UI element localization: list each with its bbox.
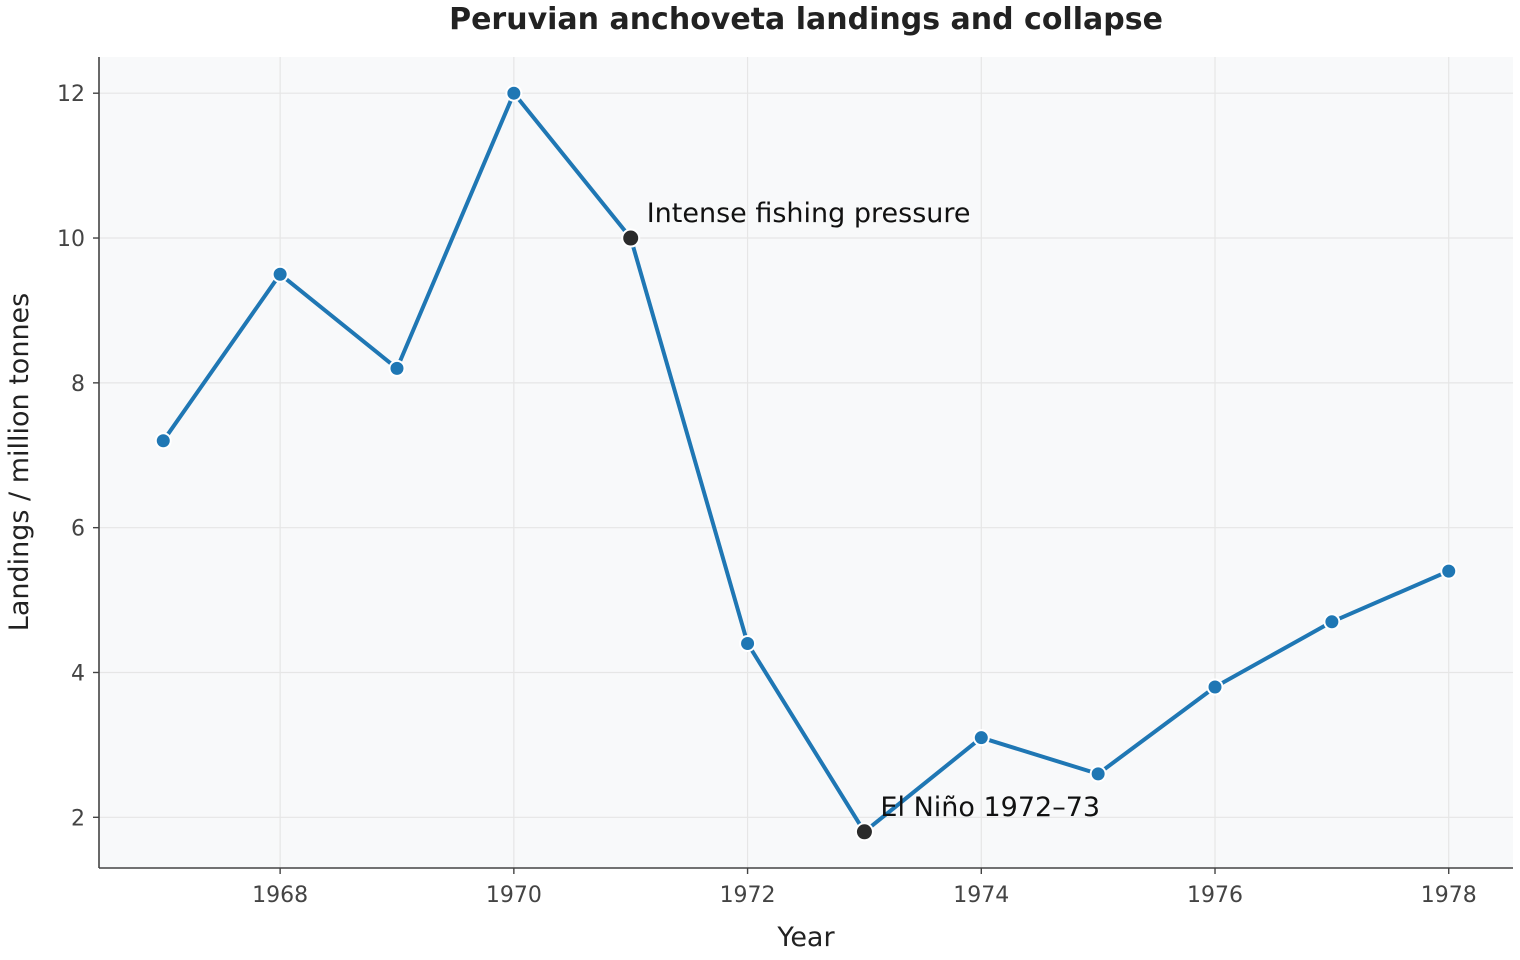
chart-title: Peruvian anchoveta landings and collapse [449,2,1163,37]
annotation-label-1: El Niño 1972–73 [880,792,1100,823]
data-point-1967 [154,432,172,450]
annotation-label-0: Intense fishing pressure [647,198,971,229]
y-tick-label-1: 4 [71,661,85,686]
grid-lines [99,57,1513,868]
x-tick-label-1: 1970 [486,883,542,908]
axes [98,57,1513,869]
y-tick-label-5: 12 [57,82,85,107]
series-line-0 [161,91,1451,834]
data-point-1978 [1440,562,1458,580]
x-axis-label: Year [776,922,835,953]
data-point-1970 [505,84,523,102]
ticks: 1968 1970 1972 1974 1976 1978 2 4 6 8 10 12 [57,82,1477,908]
x-tick-label-5: 1978 [1421,883,1477,908]
data-point-1968 [271,265,289,283]
y-tick-label-2: 6 [71,517,85,542]
x-tick-label-3: 1974 [953,883,1009,908]
series [161,91,1451,834]
data-point-1969 [388,359,406,377]
data-point-1977 [1323,613,1341,631]
annotations: Intense fishing pressure El Niño 1972–73 [647,198,1100,823]
y-axis-label: Landings / million tonnes [4,293,35,631]
markers [154,84,1458,842]
x-tick-label-0: 1968 [252,883,308,908]
y-tick-label-3: 8 [71,372,85,397]
y-tick-label-0: 2 [71,806,85,831]
plot-background [99,57,1513,868]
x-tick-label-4: 1976 [1187,883,1243,908]
data-point-1975 [1089,765,1107,783]
highlight-point-1973 [854,822,874,842]
data-point-1974 [972,729,990,747]
y-tick-label-4: 10 [57,227,85,252]
data-point-1976 [1206,678,1224,696]
data-point-1972 [739,635,757,653]
x-tick-label-2: 1972 [720,883,776,908]
highlight-point-1971 [621,228,641,248]
